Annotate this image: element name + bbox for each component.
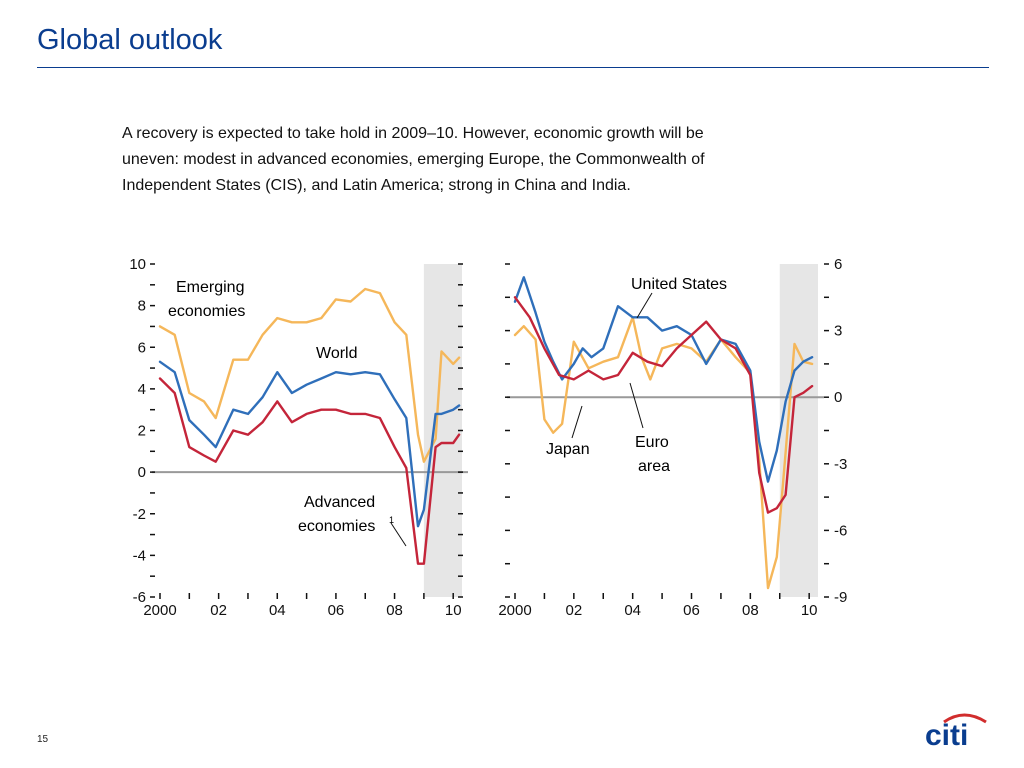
- x-tick-label: 04: [269, 602, 286, 619]
- y-tick-label: 8: [138, 298, 146, 315]
- logo-wordmark: citi: [925, 719, 968, 748]
- label-japan: Japan: [546, 441, 590, 458]
- y-tick-label: 0: [138, 464, 146, 481]
- label-world: World: [316, 345, 358, 362]
- intro-line: uneven: modest in advanced economies, em…: [122, 151, 705, 168]
- series-line-japan: [513, 316, 814, 590]
- us-leader-line: [636, 292, 653, 319]
- intro-paragraph: A recovery is expected to take hold in 2…: [122, 121, 842, 199]
- intro-line: Independent States (CIS), and Latin Amer…: [122, 177, 631, 194]
- page-number: 15: [37, 734, 49, 745]
- citi-logo: citi: [925, 713, 987, 748]
- x-tick-label: 08: [742, 602, 759, 619]
- y-tick-label: 3: [834, 323, 842, 340]
- label-advanced-footnote: 1: [389, 515, 394, 525]
- y-tick-label: 0: [834, 389, 842, 406]
- y-tick-label: 10: [129, 256, 146, 273]
- label-advanced-1: Advanced: [304, 494, 375, 511]
- x-tick-label: 08: [386, 602, 403, 619]
- y-tick-label: -3: [834, 456, 847, 473]
- x-tick-label: 02: [210, 602, 227, 619]
- x-tick-label: 10: [445, 602, 462, 619]
- y-tick-label: -4: [133, 547, 146, 564]
- advanced-leader-line: [390, 522, 407, 547]
- x-tick-label: 2000: [498, 602, 531, 619]
- y-tick-label: 6: [834, 256, 842, 273]
- logo-arc: [943, 713, 987, 724]
- label-advanced-2: economies: [298, 518, 375, 535]
- label-euro: Euro: [635, 434, 669, 451]
- y-tick-label: 4: [138, 381, 146, 398]
- series-line-emerging-economies: [158, 287, 461, 463]
- y-tick-label: -9: [834, 589, 847, 606]
- intro-line: A recovery is expected to take hold in 2…: [122, 125, 704, 142]
- series-line-world: [158, 360, 461, 528]
- y-tick-label: 2: [138, 423, 146, 440]
- label-united-states: United States: [631, 276, 727, 293]
- x-tick-label: 2000: [143, 602, 176, 619]
- x-tick-label: 04: [624, 602, 641, 619]
- japan-leader-line: [571, 405, 583, 439]
- title-divider: [37, 67, 989, 68]
- euro-leader-line: [629, 382, 644, 429]
- label-emerging-1: Emerging: [176, 279, 244, 296]
- page-title: Global outlook: [37, 24, 223, 56]
- y-tick-label: -2: [133, 506, 146, 523]
- chart-annotations: Emerging economies World Advanced econom…: [168, 276, 727, 547]
- x-tick-label: 02: [565, 602, 582, 619]
- x-tick-label: 10: [801, 602, 818, 619]
- label-emerging-2: economies: [168, 303, 245, 320]
- series-line-euro-area: [513, 296, 814, 514]
- x-tick-label: 06: [683, 602, 700, 619]
- forecast-shade: [423, 264, 462, 597]
- y-tick-label: -6: [834, 522, 847, 539]
- right-chart: 6 3 0 -3 -6 -9 2000 02 04 06 08 10: [498, 256, 847, 619]
- y-tick-label: -6: [133, 589, 146, 606]
- series-line-advanced-economies: [158, 377, 461, 565]
- x-tick-label: 06: [328, 602, 345, 619]
- forecast-shade: [779, 264, 818, 597]
- label-euro-area: area: [638, 458, 670, 475]
- y-tick-label: 6: [138, 339, 146, 356]
